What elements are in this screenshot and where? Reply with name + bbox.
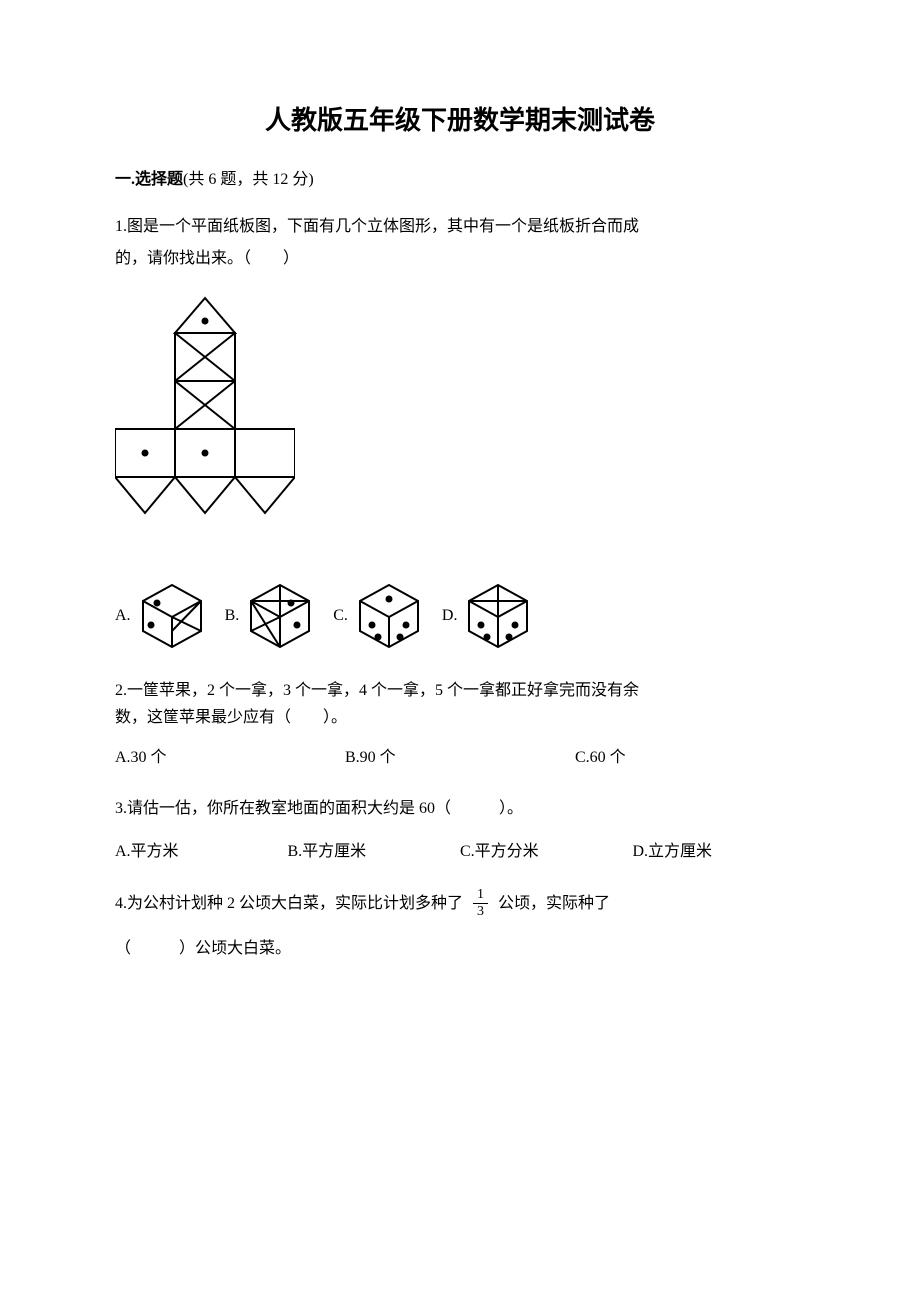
q1-opt-c-label: C. <box>333 607 348 625</box>
q3-opt-d: D.立方厘米 <box>633 837 806 861</box>
net-diagram-svg <box>115 293 295 553</box>
q4-line2: （ ）公顷大白菜。 <box>115 933 805 965</box>
question-2: 2.一筐苹果，2 个一拿，3 个一拿，4 个一拿，5 个一拿都正好拿完而没有余 … <box>115 677 805 731</box>
cube-b-icon <box>245 581 315 651</box>
question-1: 1.图是一个平面纸板图，下面有几个立体图形，其中有一个是纸板折合而成 的，请你找… <box>115 211 805 275</box>
q3-opt-c: C.平方分米 <box>460 837 633 861</box>
q3-options: A.平方米 B.平方厘米 C.平方分米 D.立方厘米 <box>115 837 805 861</box>
q1-line2: 的，请你找出来。（ ） <box>115 243 805 275</box>
q1-option-d: D. <box>442 581 534 651</box>
q1-line1: 1.图是一个平面纸板图，下面有几个立体图形，其中有一个是纸板折合而成 <box>115 211 805 243</box>
q4-frac-num: 1 <box>473 887 488 904</box>
q1-net-figure <box>115 293 805 553</box>
q4-frac-den: 3 <box>473 904 488 920</box>
q2-opt-c: C.60 个 <box>575 743 805 767</box>
section-1-label: 一.选择题 <box>115 171 183 188</box>
q1-opt-a-label: A. <box>115 607 131 625</box>
section-1-header: 一.选择题(共 6 题，共 12 分) <box>115 165 805 189</box>
q4-part1: 4.为公村计划种 2 公顷大白菜，实际比计划多种了 <box>115 888 463 920</box>
q2-line1: 2.一筐苹果，2 个一拿，3 个一拿，4 个一拿，5 个一拿都正好拿完而没有余 <box>115 677 805 704</box>
q1-option-a: A. <box>115 581 207 651</box>
section-1-info: (共 6 题，共 12 分) <box>183 171 314 188</box>
q1-option-c: C. <box>333 581 424 651</box>
q1-opt-d-label: D. <box>442 607 458 625</box>
q3-opt-a: A.平方米 <box>115 837 288 861</box>
q4-fraction: 1 3 <box>473 887 488 920</box>
cube-a-icon <box>137 581 207 651</box>
q4-part2: 公顷，实际种了 <box>498 888 610 920</box>
q1-opt-b-label: B. <box>225 607 240 625</box>
q1-option-b: B. <box>225 581 316 651</box>
page-title: 人教版五年级下册数学期末测试卷 <box>115 100 805 137</box>
q2-opt-a: A.30 个 <box>115 743 345 767</box>
q2-options: A.30 个 B.90 个 C.60 个 <box>115 743 805 767</box>
q3-text: 3.请估一估，你所在教室地面的面积大约是 60（ ）。 <box>115 800 523 817</box>
q3-opt-b: B.平方厘米 <box>288 837 461 861</box>
cube-d-icon <box>463 581 533 651</box>
question-4: 4.为公村计划种 2 公顷大白菜，实际比计划多种了 1 3 公顷，实际种了 （ … <box>115 887 805 964</box>
question-3: 3.请估一估，你所在教室地面的面积大约是 60（ ）。 <box>115 793 805 825</box>
q1-options: A. B. C. <box>115 581 805 651</box>
q2-line2: 数，这筐苹果最少应有（ ）。 <box>115 704 805 731</box>
cube-c-icon <box>354 581 424 651</box>
q2-opt-b: B.90 个 <box>345 743 575 767</box>
